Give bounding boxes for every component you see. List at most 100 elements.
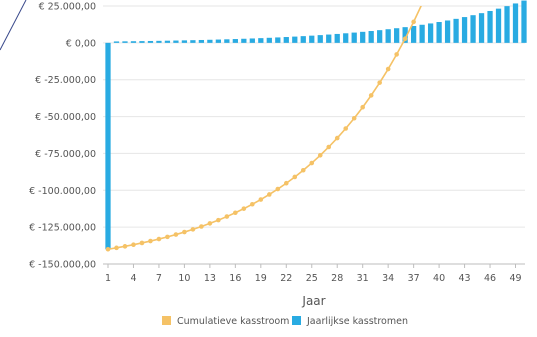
- bar: [258, 38, 264, 43]
- cumulative-point: [173, 232, 179, 237]
- x-tick-label: 49: [509, 273, 521, 284]
- cumulative-point: [148, 238, 153, 244]
- x-tick-label: 10: [178, 273, 190, 284]
- x-tick-label: 19: [255, 273, 267, 284]
- x-tick-label: 46: [484, 273, 496, 284]
- cumulative-point: [334, 135, 340, 141]
- corner-line: [0, 0, 27, 51]
- bar: [139, 41, 145, 43]
- bar: [113, 41, 120, 43]
- y-tick-label: € 0,00: [66, 38, 96, 49]
- bar: [241, 38, 247, 43]
- cumulative-point: [224, 214, 230, 219]
- cumulative-point: [283, 180, 289, 186]
- bar: [130, 41, 137, 43]
- cumulative-point: [368, 93, 374, 98]
- cumulative-point: [402, 36, 408, 42]
- grid: [103, 5, 525, 265]
- bar: [521, 0, 527, 43]
- line-series-layer: [105, 6, 423, 252]
- cumulative-point: [139, 240, 145, 246]
- cumulative-point: [216, 217, 221, 223]
- y-tick-label: € 25.000,00: [39, 2, 96, 13]
- legend-label: Jaarlijkse kasstromen: [306, 316, 408, 327]
- cumulative-point: [317, 153, 323, 158]
- cumulative-point: [199, 224, 204, 229]
- bar: [122, 41, 128, 43]
- y-tick-label: € -125.000,00: [29, 223, 96, 234]
- bar: [181, 40, 188, 43]
- cumulative-point: [131, 242, 136, 247]
- x-tick-label: 25: [306, 273, 318, 284]
- cumulative-point: [343, 126, 349, 131]
- bar: [164, 40, 171, 43]
- x-tick-label: 4: [130, 273, 136, 284]
- x-tick-label: 34: [382, 273, 394, 284]
- cumulative-point: [114, 245, 119, 251]
- bar: [343, 33, 349, 43]
- bar: [504, 6, 510, 43]
- cumulative-point: [105, 246, 111, 252]
- bar: [266, 37, 272, 43]
- bar: [198, 39, 205, 43]
- bar: [394, 28, 400, 43]
- cumulative-point: [241, 206, 247, 211]
- bar: [427, 23, 434, 43]
- bar: [283, 37, 289, 43]
- cumulative-point: [267, 192, 272, 197]
- x-tick-label: 16: [229, 273, 241, 284]
- bar: [207, 39, 213, 43]
- bar-series-layer: [105, 0, 527, 250]
- x-tick-label: 22: [280, 273, 292, 284]
- x-tick-label: 43: [459, 273, 471, 284]
- cumulative-point: [250, 201, 255, 207]
- bar: [326, 34, 332, 43]
- cumulative-point: [326, 144, 332, 150]
- bar: [360, 31, 366, 43]
- axes: € 25.000,00 € 0,00 € -25.000,00 € -50.000,0…: [29, 2, 525, 308]
- cumulative-line: [107, 6, 422, 251]
- bar: [495, 8, 502, 43]
- bar: [411, 26, 417, 43]
- x-tick-label: 37: [408, 273, 420, 284]
- cumulative-point: [309, 160, 315, 166]
- legend: Cumulatieve kasstroom Jaarlijkse kasstrom…: [162, 316, 408, 327]
- cumulative-point: [360, 104, 365, 110]
- bar: [419, 24, 425, 43]
- bar: [377, 30, 383, 43]
- cumulative-point: [421, 6, 423, 7]
- bar: [470, 15, 476, 43]
- bar: [512, 3, 519, 43]
- cumulative-point: [351, 115, 357, 121]
- y-tick-label: € -25.000,00: [35, 75, 96, 86]
- bar: [478, 13, 485, 43]
- y-tick-label: € -50.000,00: [35, 112, 96, 123]
- cumulative-point: [190, 227, 196, 232]
- bar: [351, 32, 357, 43]
- y-tick-label: € -100.000,00: [29, 186, 96, 197]
- bar: [156, 40, 162, 43]
- bar: [334, 33, 340, 43]
- bar: [275, 37, 281, 43]
- y-tick-label: € -75.000,00: [35, 149, 96, 160]
- cumulative-point: [165, 234, 170, 240]
- bar: [402, 27, 408, 43]
- bar: [436, 22, 442, 43]
- cumulative-point: [300, 167, 306, 173]
- legend-swatch: [292, 316, 301, 325]
- bar: [368, 31, 374, 43]
- x-tick-label: 31: [357, 273, 369, 284]
- bar: [215, 39, 221, 43]
- legend-label: Cumulatieve kasstroom: [177, 316, 289, 327]
- bar: [190, 40, 196, 43]
- bar: [173, 40, 179, 43]
- x-axis-title: Jaar: [301, 294, 325, 308]
- cumulative-point: [258, 197, 264, 202]
- bar: [300, 36, 306, 43]
- cumulative-point: [233, 210, 238, 216]
- cumulative-point: [182, 229, 187, 235]
- cumulative-point: [394, 52, 399, 57]
- cumulative-point: [385, 66, 391, 72]
- bar: [105, 42, 111, 250]
